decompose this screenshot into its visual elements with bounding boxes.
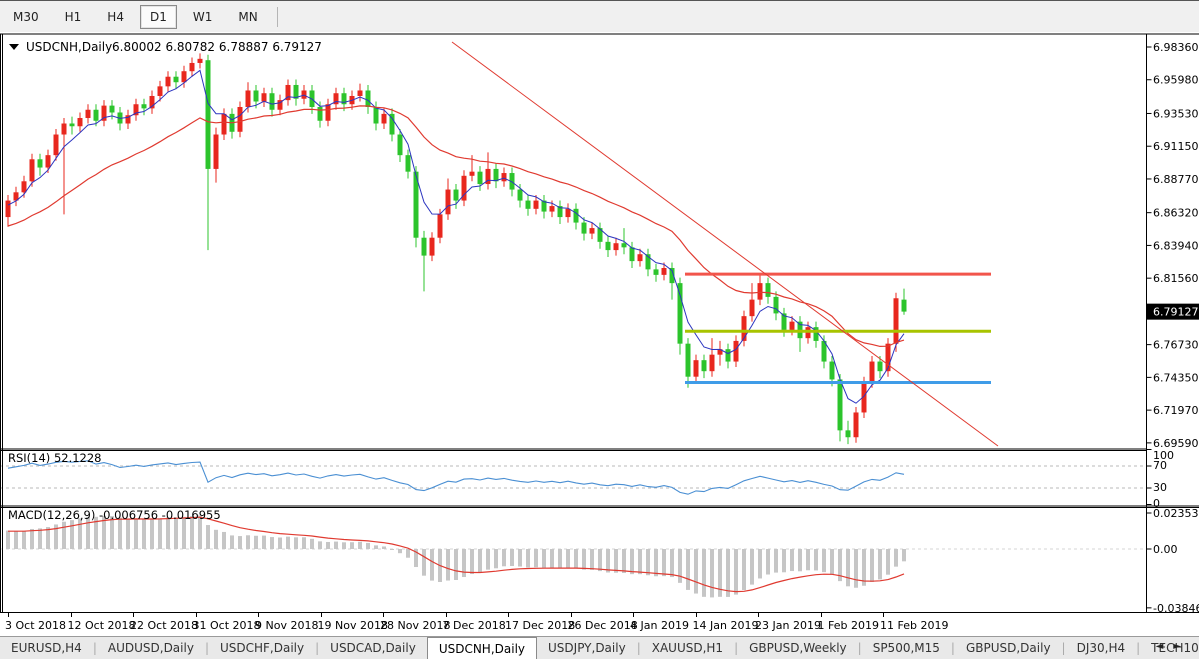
date-label: 12 Oct 2018 — [67, 619, 136, 632]
date-axis: 3 Oct 2018 12 Oct 2018 22 Oct 2018 31 Oct 2… — [0, 612, 1199, 636]
tab-usdcad-daily[interactable]: USDCAD,Daily — [330, 641, 416, 655]
symbol-tab-bar: EURUSD,H4 | AUDUSD,Daily | USDCHF,Daily | USDC… — [0, 636, 1199, 659]
tab-sp500-m15[interactable]: SP500,M15 — [872, 641, 940, 655]
tab-usdcnh-daily[interactable]: USDCNH,Daily — [426, 637, 538, 659]
date-tick — [695, 613, 697, 617]
date-tick — [883, 613, 884, 617]
date-label: 3 Oct 2018 — [5, 619, 67, 632]
tab-dj30-h4[interactable]: DJ30,H4 — [1076, 641, 1126, 655]
price-axis: 6.98360 6.95980 6.93530 6.91150 6.88770 6.863… — [1146, 41, 1199, 612]
date-label: 22 Oct 2018 — [130, 619, 199, 632]
date-tick — [633, 613, 634, 617]
rsi-label: RSI(14) 52.1228 — [8, 451, 102, 465]
date-label: 17 Dec 2018 — [505, 619, 576, 632]
svg-text:6.74350: 6.74350 — [1153, 371, 1199, 384]
date-tick — [445, 613, 447, 617]
svg-text:100: 100 — [1153, 449, 1174, 462]
tab-audusd-daily[interactable]: AUDUSD,Daily — [107, 641, 194, 655]
date-label: 9 Nov 2018 — [255, 619, 319, 632]
period-button-m30[interactable]: M30 — [13, 9, 39, 24]
svg-text:0.023534: 0.023534 — [1153, 507, 1199, 520]
svg-text:6.88770: 6.88770 — [1153, 173, 1199, 186]
period-button-w1[interactable]: W1 — [192, 9, 213, 24]
date-label: 11 Feb 2019 — [880, 619, 949, 632]
tab-separator: | — [92, 641, 97, 655]
svg-text:0.00: 0.00 — [1153, 543, 1178, 556]
tab-tech100-h1[interactable]: TECH100,H1 — [1151, 641, 1199, 655]
tab-scroll-left-icon[interactable]: ◄ — [1155, 641, 1174, 652]
date-tick — [758, 613, 759, 617]
svg-text:6.86320: 6.86320 — [1153, 207, 1199, 220]
period-button-h1[interactable]: H1 — [64, 9, 82, 24]
date-tick — [133, 613, 134, 617]
tab-eurusd-h4[interactable]: EURUSD,H4 — [11, 641, 82, 655]
date-label: 31 Oct 2018 — [192, 619, 261, 632]
svg-text:6.81560: 6.81560 — [1153, 272, 1199, 285]
tab-usdchf-daily[interactable]: USDCHF,Daily — [219, 641, 305, 655]
date-tick — [383, 613, 384, 617]
date-tick — [258, 613, 259, 617]
date-label: 26 Dec 2018 — [567, 619, 638, 632]
svg-text:6.83940: 6.83940 — [1153, 239, 1199, 252]
rsi-panel — [0, 460, 1147, 495]
svg-text:6.76730: 6.76730 — [1153, 339, 1199, 352]
descending-trendline[interactable] — [451, 41, 999, 447]
period-button-mn[interactable]: MN — [238, 9, 258, 24]
timeframe-toolbar: M30 H1 H4 D1 W1 MN — [0, 0, 1199, 32]
svg-text:6.69590: 6.69590 — [1153, 437, 1199, 450]
svg-text:0: 0 — [1153, 497, 1160, 510]
date-label: 7 Dec 2018 — [442, 619, 506, 632]
ma-slow-line — [7, 105, 905, 348]
chart-collapse-arrow-icon[interactable] — [9, 44, 19, 50]
chart-ohlc-values: 6.80002 6.80782 6.78887 6.79127 — [112, 40, 322, 54]
tab-separator: | — [857, 641, 862, 655]
current-price-tag — [1147, 303, 1199, 320]
tab-separator: | — [1136, 641, 1141, 655]
svg-text:6.98360: 6.98360 — [1153, 41, 1199, 54]
tab-separator: | — [204, 641, 209, 655]
svg-text:6.91150: 6.91150 — [1153, 140, 1199, 153]
macd-label: MACD(12,26,9) -0.006756 -0.016955 — [8, 508, 221, 522]
svg-text:6.95980: 6.95980 — [1153, 74, 1199, 87]
tab-separator: | — [1061, 641, 1066, 655]
date-label: 28 Nov 2018 — [380, 619, 451, 632]
tab-separator: | — [734, 641, 739, 655]
svg-text:6.71970: 6.71970 — [1153, 404, 1199, 417]
ma-fast-line — [7, 69, 905, 404]
current-price-value: 6.79127 — [1153, 306, 1199, 319]
macd-panel — [0, 515, 1147, 598]
date-tick — [508, 613, 509, 617]
macd-signal-line — [8, 516, 905, 593]
svg-text:6.93530: 6.93530 — [1153, 107, 1199, 120]
date-label: 1 Feb 2019 — [817, 619, 879, 632]
tab-xauusd-h1[interactable]: XAUUSD,H1 — [651, 641, 724, 655]
tab-usdjpy-daily[interactable]: USDJPY,Daily — [548, 641, 626, 655]
tab-scroll-right-icon[interactable]: ► — [1173, 641, 1191, 652]
date-label: 19 Nov 2018 — [317, 619, 388, 632]
toolbar-separator — [276, 6, 278, 27]
tab-gbpusd-daily[interactable]: GBPUSD,Daily — [965, 641, 1051, 655]
date-tick — [320, 613, 322, 617]
date-tick — [820, 613, 822, 617]
date-tick — [8, 613, 9, 617]
date-label: 23 Jan 2019 — [755, 619, 821, 632]
tab-separator: | — [950, 641, 955, 655]
rsi-line — [7, 460, 905, 495]
chart-canvas[interactable]: 6.98360 6.95980 6.93530 6.91150 6.88770 6.863… — [0, 33, 1199, 612]
tab-separator: | — [636, 641, 641, 655]
tab-gbpusd-weekly[interactable]: GBPUSD,Weekly — [749, 641, 847, 655]
period-button-h4[interactable]: H4 — [107, 9, 124, 24]
svg-text:70: 70 — [1153, 459, 1167, 472]
svg-text:30: 30 — [1153, 481, 1167, 494]
candles-layer — [5, 53, 907, 445]
date-label: 14 Jan 2019 — [692, 619, 759, 632]
date-tick — [70, 613, 72, 617]
chart-title: USDCNH,Daily — [26, 40, 112, 54]
date-label: 4 Jan 2019 — [630, 619, 689, 632]
tab-separator: | — [315, 641, 320, 655]
period-button-d1[interactable]: D1 — [139, 4, 177, 29]
date-tick — [195, 613, 197, 617]
date-tick — [570, 613, 572, 617]
